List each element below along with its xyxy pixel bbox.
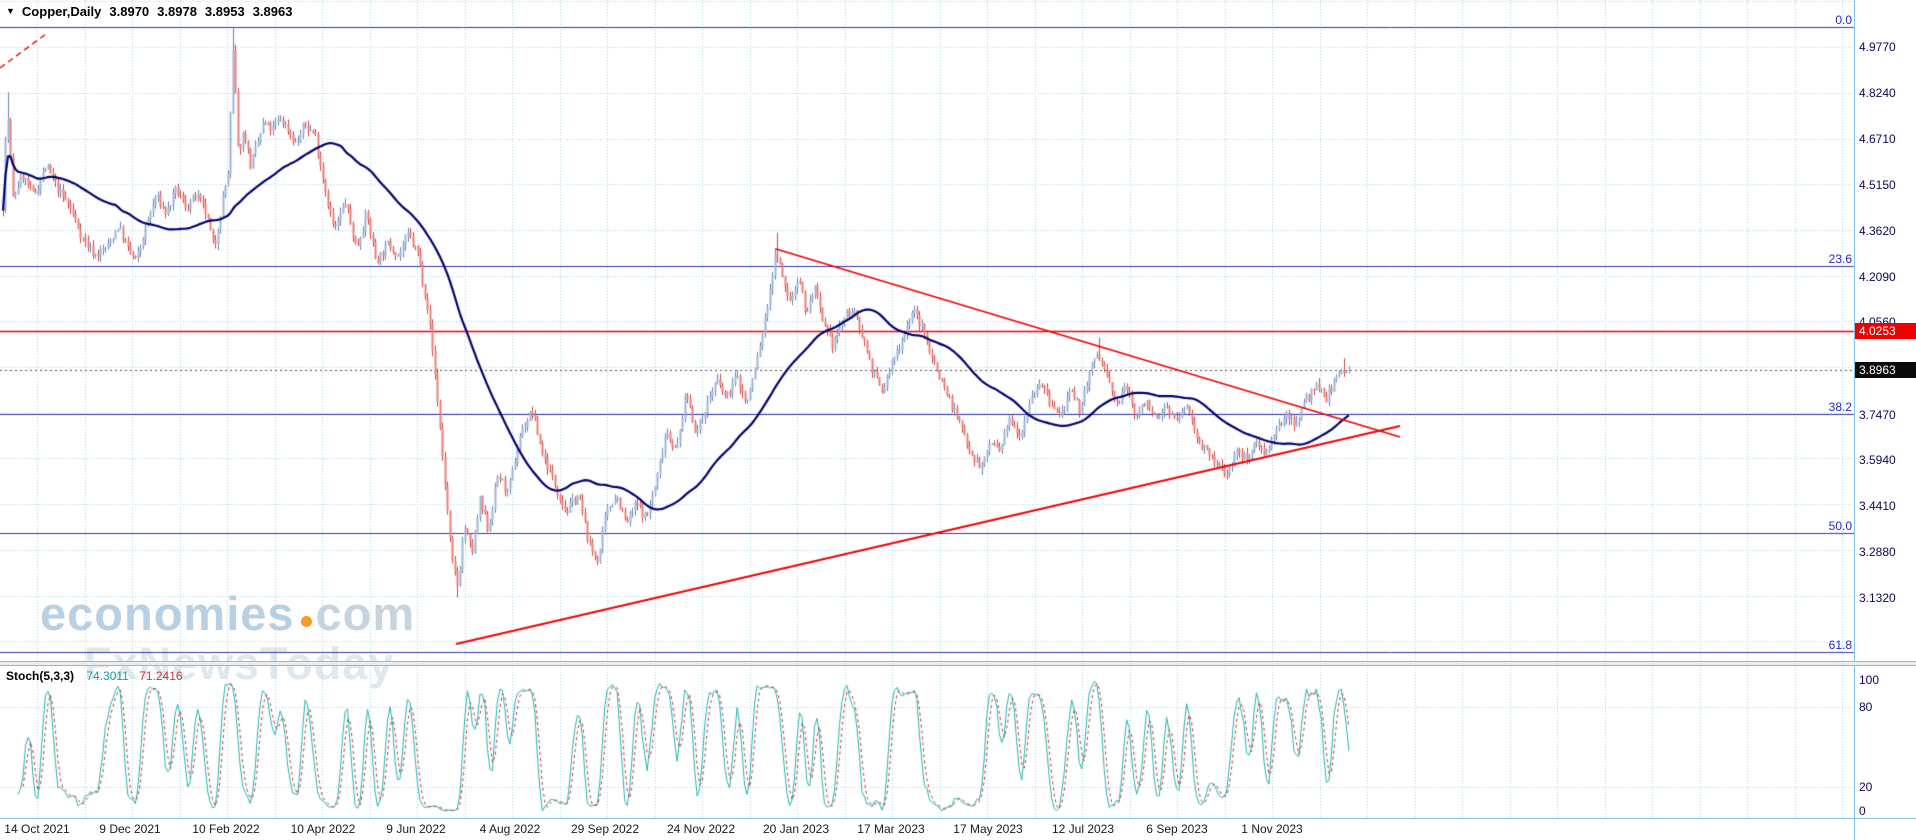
- panel-splitter[interactable]: [0, 661, 1916, 666]
- date-tick-label: 10 Feb 2022: [192, 822, 260, 836]
- time-axis-separator: [0, 818, 1916, 819]
- date-tick-label: 9 Dec 2021: [99, 822, 161, 836]
- fibonacci-level-label: 50.0: [1828, 519, 1852, 533]
- symbol-timeframe-label: Copper,Daily: [21, 4, 102, 19]
- date-tick-label: 17 May 2023: [953, 822, 1023, 836]
- quote-low: 3.8953: [204, 4, 245, 19]
- date-tick-label: 14 Oct 2021: [4, 822, 70, 836]
- red-level-price-tag: 4.0253: [1855, 323, 1916, 340]
- stochastic-d-value: 71.2416: [139, 669, 183, 683]
- date-tick-label: 20 Jan 2023: [762, 822, 830, 836]
- price-tick-label: 3.2880: [1859, 544, 1896, 559]
- price-tick-label: 4.2090: [1859, 269, 1896, 284]
- price-tick-label: 3.5940: [1859, 453, 1896, 468]
- current-price-tag: 3.8963: [1855, 361, 1916, 378]
- price-tick-label: 4.3620: [1859, 223, 1896, 238]
- date-tick-label: 9 Jun 2022: [386, 822, 446, 836]
- price-axis-separator: [1854, 0, 1855, 840]
- fibonacci-level-label: 61.8: [1828, 638, 1852, 653]
- date-tick-label: 6 Sep 2023: [1146, 822, 1208, 836]
- price-tick-label: 3.1320: [1859, 591, 1896, 606]
- price-tick-label: 3.4410: [1859, 498, 1896, 513]
- stochastic-scale-label: 0: [1859, 804, 1866, 818]
- fibonacci-level-label: 38.2: [1828, 399, 1852, 414]
- fibonacci-level-label: 23.6: [1828, 251, 1852, 266]
- date-tick-label: 24 Nov 2022: [666, 822, 736, 836]
- chevron-down-icon[interactable]: ▼: [6, 6, 15, 16]
- time-axis[interactable]: 14 Oct 2021 9 Dec 2021 10 Feb 2022 10 Apr 2…: [0, 819, 1854, 840]
- date-tick-label: 29 Sep 2022: [570, 822, 640, 836]
- price-tick-label: 3.7470: [1859, 407, 1896, 422]
- fibonacci-level-label: 0.0: [1835, 12, 1852, 27]
- chart-title-bar: ▼ Copper,Daily 3.8970 3.8978 3.8953 3.8963: [6, 4, 292, 19]
- quote-open: 3.8970: [109, 4, 150, 19]
- date-tick-label: 1 Nov 2023: [1241, 822, 1303, 836]
- date-tick-label: 12 Jul 2023: [1051, 822, 1115, 836]
- date-tick-label: 4 Aug 2022: [479, 822, 541, 836]
- price-tick-label: 4.9770: [1859, 40, 1896, 55]
- price-tick-label: 4.5150: [1859, 178, 1896, 193]
- quote-high: 3.8978: [157, 4, 197, 19]
- stochastic-name: Stoch(5,3,3): [6, 669, 75, 683]
- stochastic-scale-label: 100: [1859, 673, 1880, 687]
- price-tick-label: 4.8240: [1859, 85, 1896, 100]
- date-tick-label: 10 Apr 2022: [290, 822, 356, 836]
- stochastic-label: Stoch(5,3,3) 74.3011 71.2416: [6, 669, 183, 683]
- stochastic-scale-label: 80: [1859, 699, 1873, 714]
- stochastic-k-value: 74.3011: [86, 669, 129, 683]
- stochastic-scale-label: 20: [1859, 780, 1873, 795]
- quote-close: 3.8963: [252, 4, 293, 19]
- date-tick-label: 17 Mar 2023: [857, 822, 925, 836]
- stochastic-panel[interactable]: [0, 666, 1854, 818]
- price-tick-label: 4.6710: [1859, 131, 1896, 146]
- price-axis[interactable]: 4.9770 4.8240 4.6710 4.5150 4.3620 4.2090 4.05…: [1855, 0, 1916, 840]
